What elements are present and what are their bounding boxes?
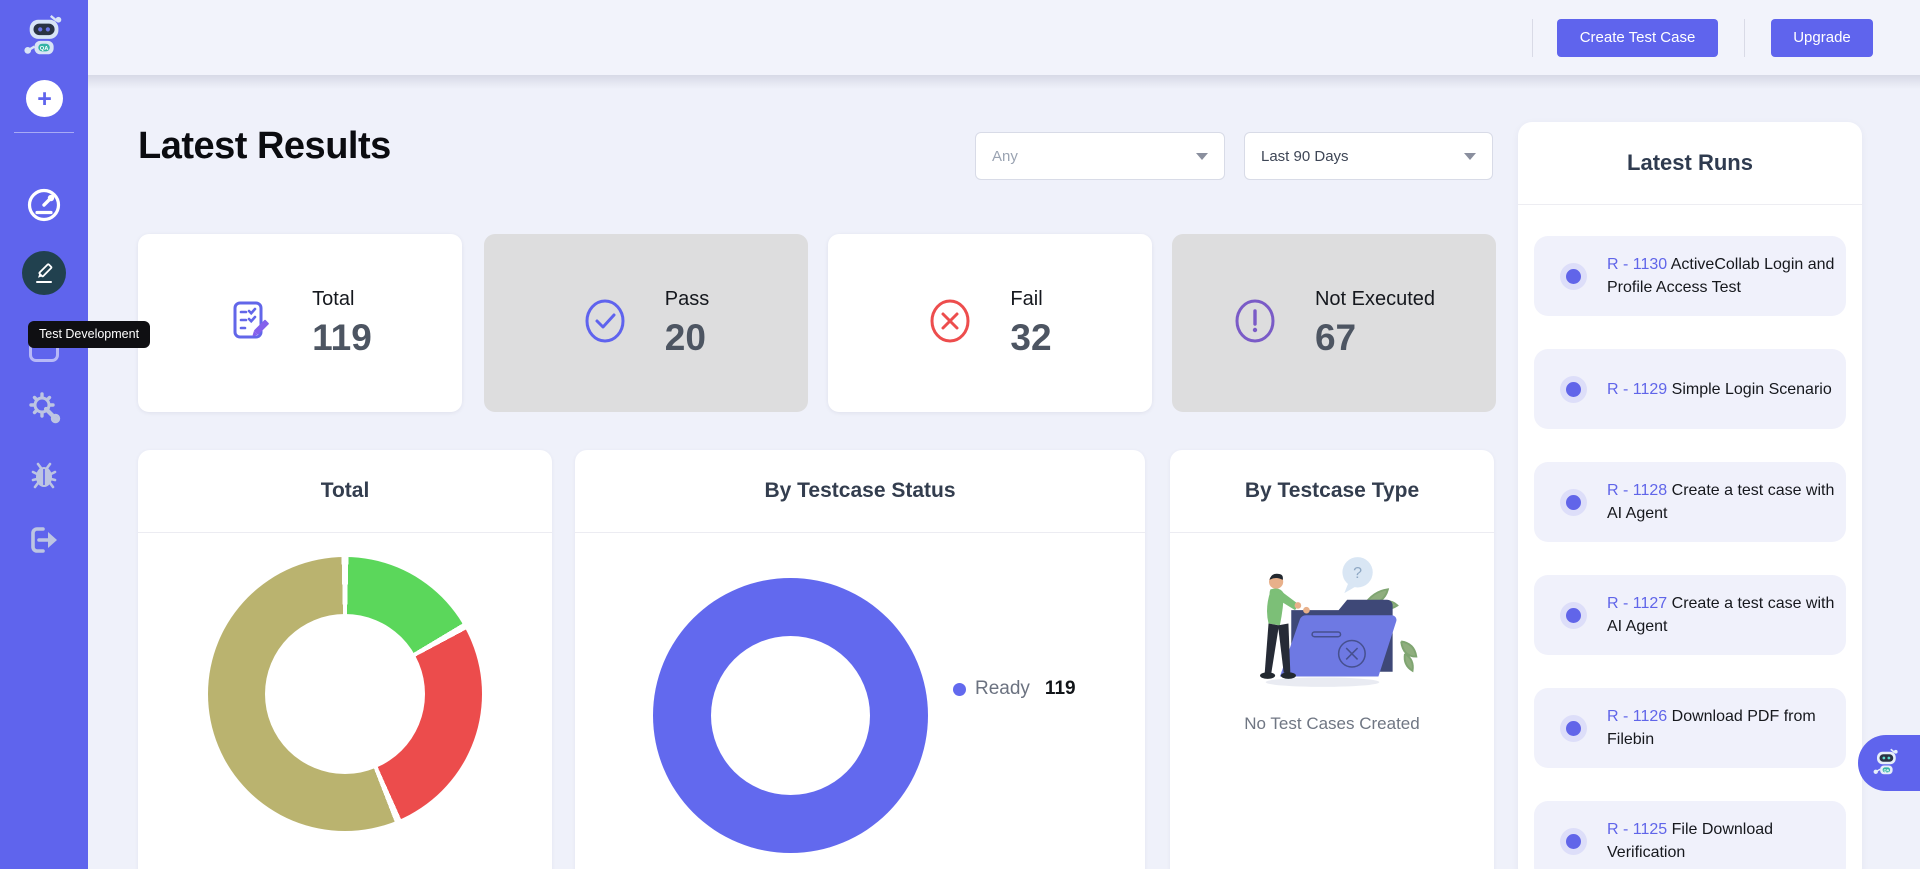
chart-title: By Testcase Status <box>575 450 1145 533</box>
run-item-text: R - 1128 Create a test case with AI Agen… <box>1607 479 1839 525</box>
test-development-tooltip: Test Development <box>28 321 151 348</box>
empty-folder-illustration: ? <box>1242 550 1422 700</box>
chart-title: By Testcase Type <box>1170 450 1494 533</box>
run-title: Simple Login Scenario <box>1671 380 1832 398</box>
total-donut-chart[interactable] <box>208 557 482 831</box>
run-status-dot <box>1560 601 1587 629</box>
run-id: R - 1126 <box>1607 708 1668 725</box>
run-id: R - 1127 <box>1607 595 1668 612</box>
chart-legend: Ready 119 <box>953 678 1076 700</box>
chart-card-type: By Testcase Type ? <box>1170 450 1494 869</box>
page-title: Latest Results <box>138 125 391 167</box>
stat-card-not-executed: Not Executed 67 <box>1172 234 1496 412</box>
donut-hole <box>265 614 425 774</box>
sidebar-divider <box>14 132 74 133</box>
latest-runs-list: R - 1130 ActiveCollab Login and Profile … <box>1518 205 1862 869</box>
stat-label: Pass <box>664 287 710 310</box>
chevron-down-icon <box>1196 152 1208 160</box>
checklist-icon <box>228 298 274 349</box>
configuration-gear-wrench-icon[interactable] <box>0 389 88 425</box>
logout-icon[interactable] <box>0 522 88 558</box>
circle-check-icon <box>583 297 627 350</box>
run-item-text: R - 1127 Create a test case with AI Agen… <box>1607 592 1839 638</box>
add-button[interactable]: + <box>26 80 63 117</box>
create-test-case-button[interactable]: Create Test Case <box>1557 18 1718 57</box>
header-divider <box>1744 18 1745 57</box>
donut-hole <box>711 636 870 795</box>
svg-text:?: ? <box>1353 564 1362 582</box>
sidebar: QA + <box>0 0 151 869</box>
stat-card-fail: Fail 32 <box>828 234 1152 412</box>
run-status-dot <box>1560 714 1587 742</box>
qa-chatbot-widget[interactable]: QA <box>1858 735 1920 791</box>
stat-value: 119 <box>312 316 372 358</box>
stat-label: Not Executed <box>1314 287 1436 310</box>
run-list-item[interactable]: R - 1129 Simple Login Scenario <box>1534 349 1846 429</box>
svg-text:QA: QA <box>40 46 49 52</box>
bug-icon[interactable] <box>0 457 88 493</box>
run-status-dot <box>1560 262 1587 290</box>
run-id: R - 1128 <box>1607 482 1668 499</box>
run-id: R - 1130 <box>1607 256 1668 273</box>
latest-runs-title: Latest Runs <box>1518 122 1862 205</box>
empty-state-text: No Test Cases Created <box>1244 714 1420 733</box>
main-content: Latest Results Any Last 90 Days <box>88 75 1920 869</box>
stat-card-total: Total 119 <box>138 234 462 412</box>
run-item-text: R - 1126 Download PDF from Filebin <box>1607 705 1839 751</box>
stat-value: 32 <box>1010 316 1052 358</box>
legend-value: 119 <box>1044 678 1076 699</box>
run-status-dot <box>1560 488 1587 516</box>
chatbot-robot-icon: QA <box>1873 748 1898 775</box>
header-divider <box>1532 18 1533 57</box>
run-title: ActiveCollab Login and Profile Access Te… <box>1607 256 1835 296</box>
run-list-item[interactable]: R - 1130 ActiveCollab Login and Profile … <box>1534 236 1846 316</box>
svg-text:QA: QA <box>1884 768 1890 772</box>
stat-card-pass: Pass 20 <box>484 234 808 412</box>
status-donut-chart[interactable] <box>653 578 928 853</box>
date-range-value: Last 90 Days <box>1261 147 1349 165</box>
test-development-icon[interactable] <box>22 251 66 295</box>
stat-label: Total <box>312 287 355 310</box>
run-title: Create a test case with AI Agent <box>1607 482 1835 522</box>
latest-runs-panel: Latest Runs R - 1130 ActiveCollab Login … <box>1518 122 1862 869</box>
legend-dot <box>953 682 966 696</box>
run-list-item[interactable]: R - 1128 Create a test case with AI Agen… <box>1534 462 1846 542</box>
run-status-dot <box>1560 375 1587 403</box>
chevron-down-icon <box>1464 152 1476 160</box>
run-item-text: R - 1129 Simple Login Scenario <box>1607 378 1839 401</box>
run-item-text: R - 1130 ActiveCollab Login and Profile … <box>1607 253 1839 299</box>
upgrade-button[interactable]: Upgrade <box>1771 18 1873 57</box>
circle-exclamation-icon <box>1233 297 1277 350</box>
chart-title: Total <box>138 450 552 533</box>
qa-robot-logo[interactable]: QA <box>22 12 68 62</box>
stat-value: 67 <box>1314 316 1357 358</box>
run-list-item[interactable]: R - 1126 Download PDF from Filebin <box>1534 688 1846 768</box>
circle-x-icon <box>928 297 972 350</box>
stat-value: 20 <box>664 316 706 358</box>
run-list-item[interactable]: R - 1125 File Download Verification <box>1534 801 1846 869</box>
run-list-item[interactable]: R - 1127 Create a test case with AI Agen… <box>1534 575 1846 655</box>
chart-card-status: By Testcase Status Ready 119 <box>575 450 1145 869</box>
run-title: File Download Verification <box>1607 821 1774 861</box>
run-id: R - 1129 <box>1607 380 1668 398</box>
chart-card-total: Total <box>138 450 552 869</box>
top-bar: Create Test Case Upgrade <box>88 0 1920 75</box>
run-status-dot <box>1560 827 1587 855</box>
dashboard-icon[interactable] <box>0 187 88 223</box>
type-filter-dropdown[interactable]: Any <box>975 132 1225 180</box>
legend-label: Ready <box>975 678 1030 699</box>
run-title: Create a test case with AI Agent <box>1607 595 1835 635</box>
run-item-text: R - 1125 File Download Verification <box>1607 818 1839 864</box>
run-title: Download PDF from Filebin <box>1607 708 1816 748</box>
stat-label: Fail <box>1010 287 1043 310</box>
run-id: R - 1125 <box>1607 821 1668 838</box>
date-range-dropdown[interactable]: Last 90 Days <box>1244 132 1493 180</box>
type-filter-value: Any <box>992 147 1018 165</box>
